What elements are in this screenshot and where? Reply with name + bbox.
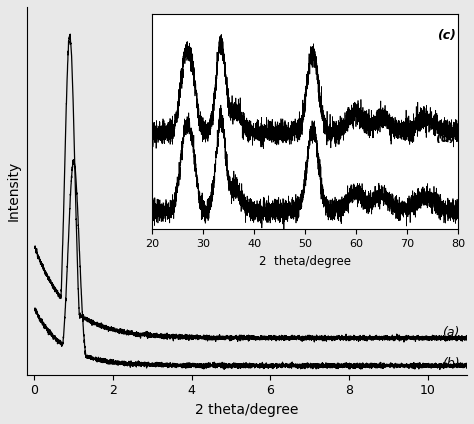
Text: (a): (a) [442,326,459,339]
Y-axis label: Intensity: Intensity [7,161,21,221]
Text: (b): (b) [442,357,459,370]
X-axis label: 2 theta/degree: 2 theta/degree [195,403,299,417]
